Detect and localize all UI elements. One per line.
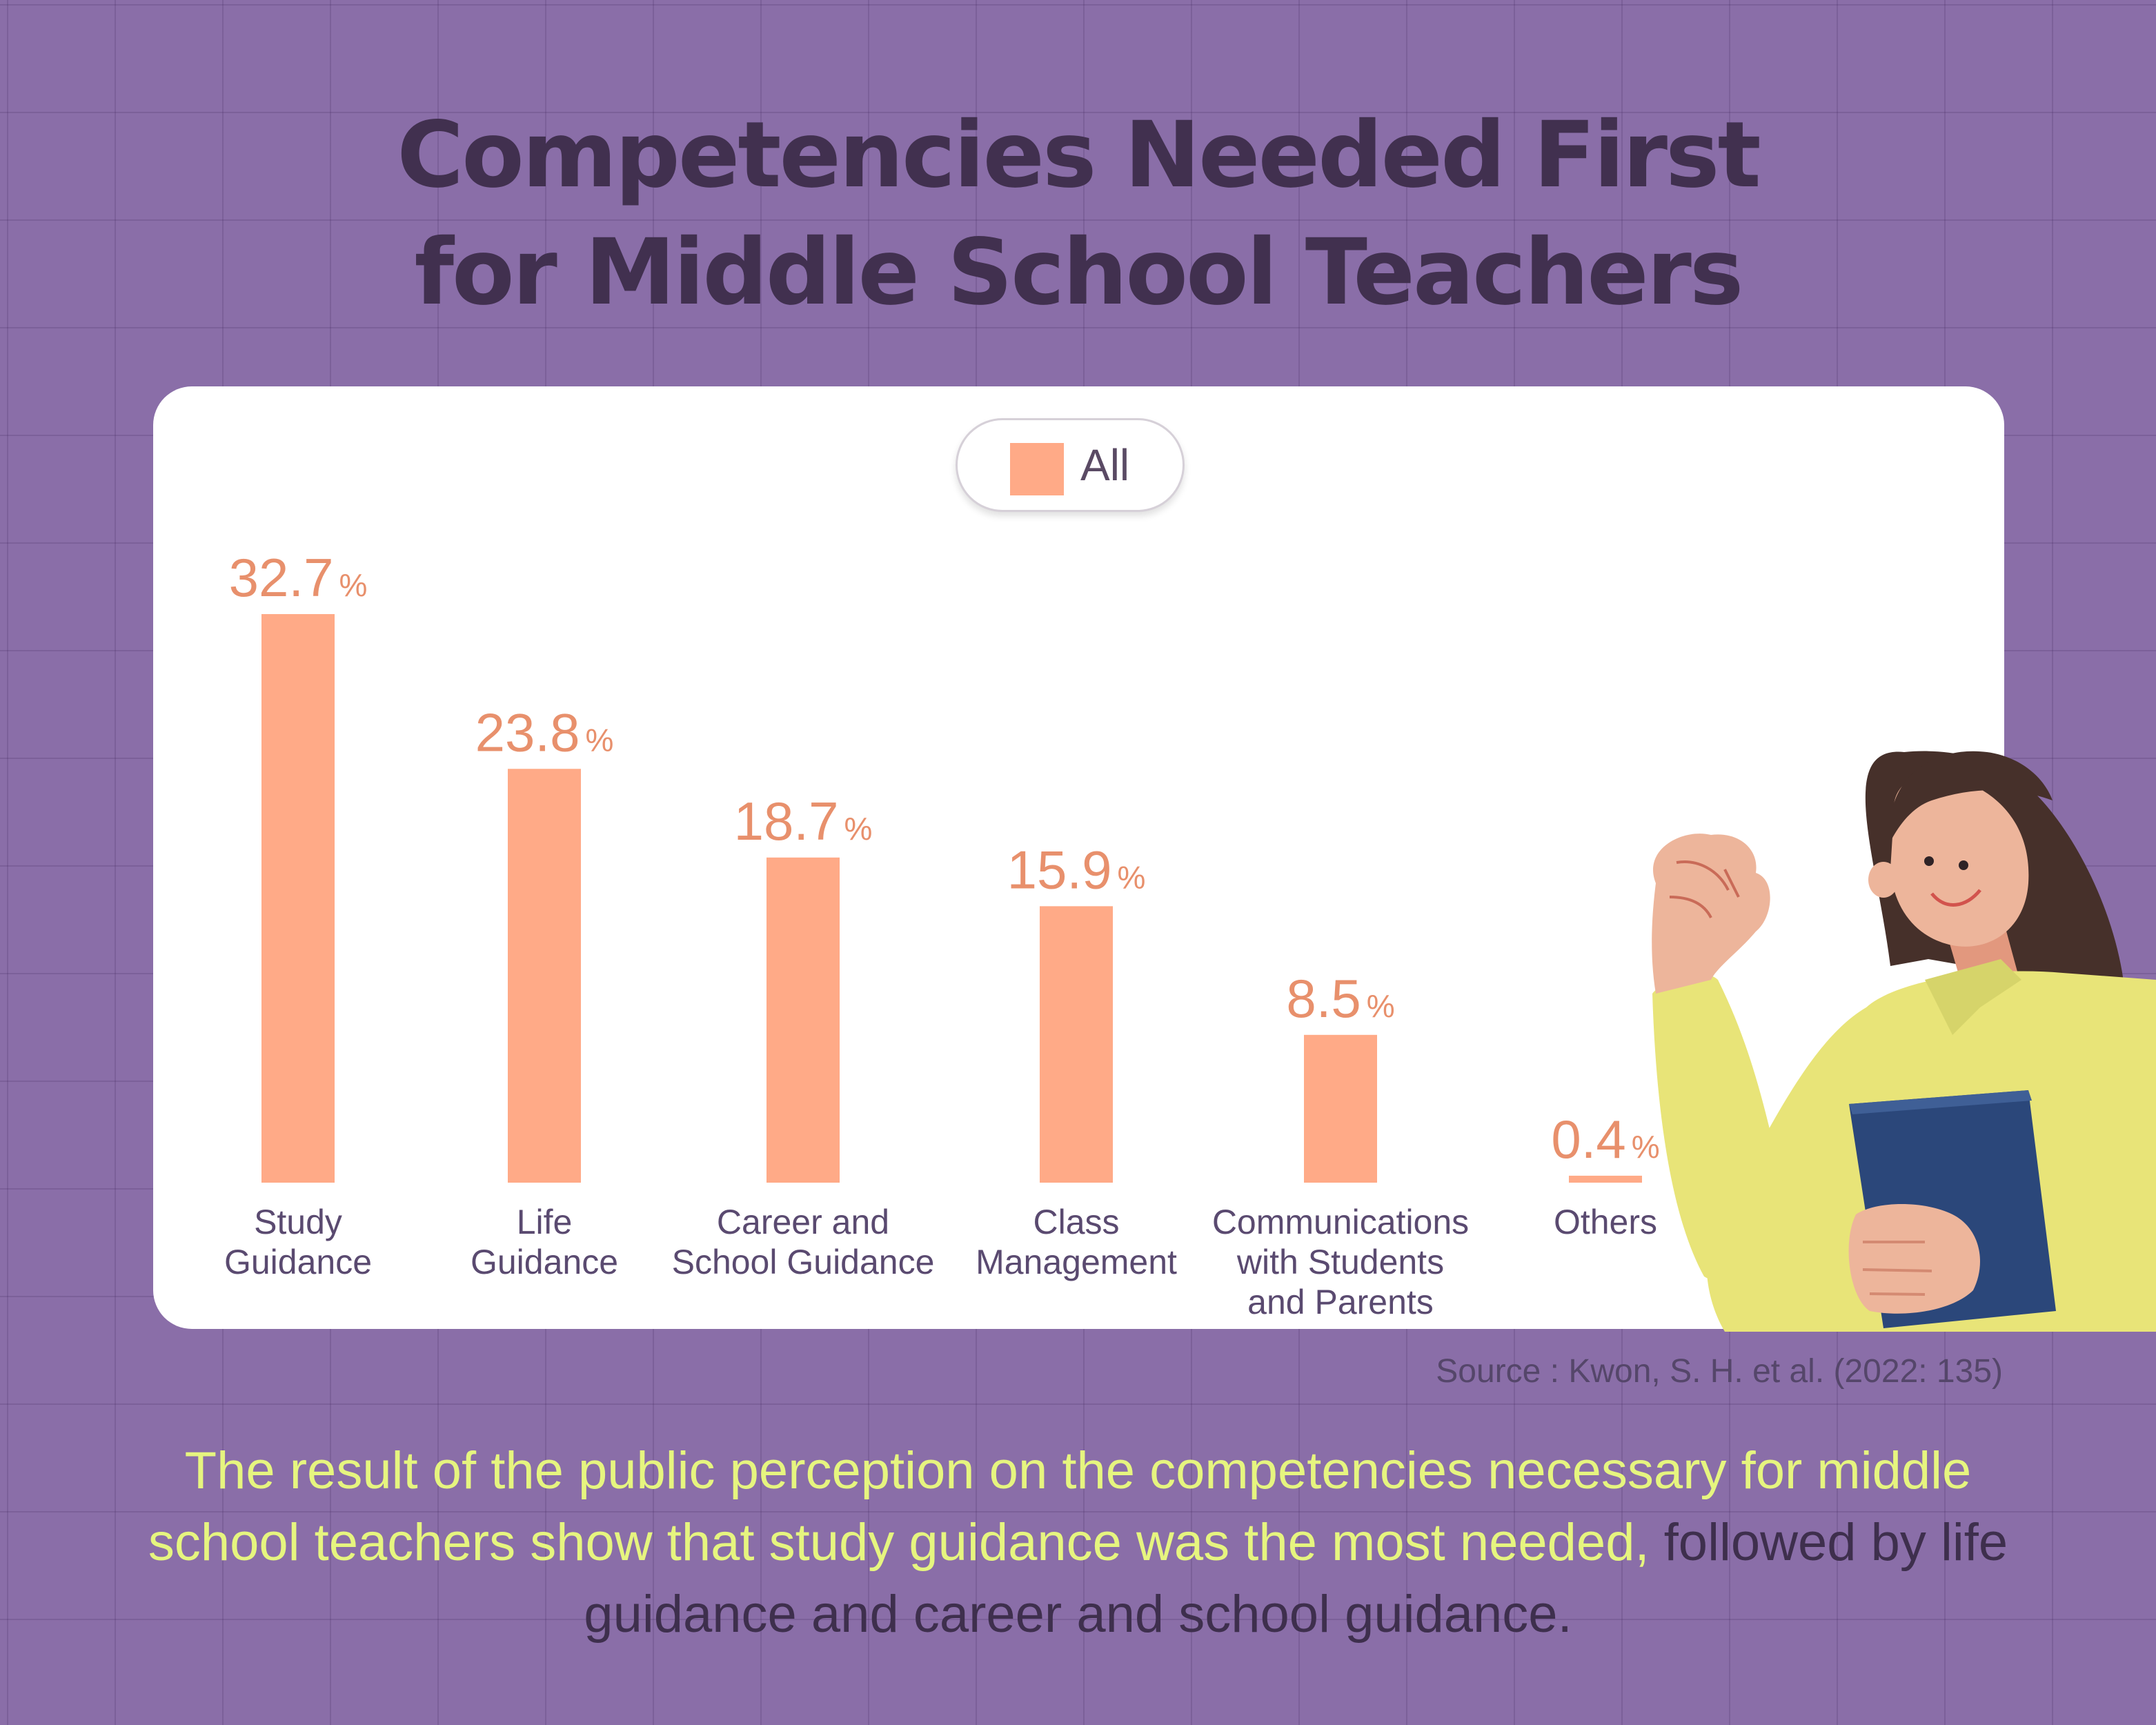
bar-2 — [767, 857, 840, 1183]
value-label-4: 8.5% — [1286, 968, 1394, 1029]
value-label-1: 23.8% — [475, 702, 614, 762]
bar-1 — [508, 769, 581, 1183]
value-label-0: 32.7% — [229, 547, 368, 608]
category-label-3-1: Management — [976, 1243, 1177, 1281]
category-label-3-0: Class — [1033, 1203, 1119, 1241]
bar-4 — [1304, 1034, 1377, 1183]
chart-title: Competencies Needed First for Middle Sch… — [0, 97, 2156, 331]
raised-fist — [1652, 834, 1770, 994]
title-line-2: for Middle School Teachers — [414, 219, 1744, 326]
raised-sleeve — [1652, 974, 1796, 1281]
category-label-0-1: Guidance — [224, 1243, 372, 1281]
holding-hand — [1848, 1204, 1980, 1314]
value-label-5: 0.4% — [1551, 1109, 1659, 1170]
source-note: Source : Kwon, S. H. et al. (2022: 135) — [1436, 1353, 2003, 1390]
category-label-0-0: Study — [254, 1203, 342, 1241]
value-label-3: 15.9% — [1007, 839, 1146, 900]
category-label-2-1: School Guidance — [672, 1243, 935, 1281]
title-line-1: Competencies Needed First — [397, 102, 1761, 208]
bar-0 — [261, 614, 335, 1183]
category-label-4-2: and Parents — [1247, 1283, 1434, 1321]
category-label-2-0: Career and — [717, 1203, 889, 1241]
bar-3 — [1040, 906, 1113, 1183]
description: The result of the public perception on t… — [103, 1435, 2053, 1650]
legend: All — [956, 418, 1185, 512]
category-label-1-1: Guidance — [471, 1243, 618, 1281]
category-label-5-0: Others — [1554, 1203, 1657, 1241]
category-label-1-0: Life — [517, 1203, 573, 1241]
category-label-4-1: with Students — [1236, 1243, 1444, 1281]
value-label-2: 18.7% — [734, 791, 873, 851]
description-rest: followed by life guidance and career and… — [584, 1513, 2008, 1644]
description-highlight: The result of the public perception on t… — [148, 1441, 1972, 1572]
legend-swatch — [1010, 443, 1064, 495]
face — [1890, 774, 2029, 947]
hair-front — [1890, 751, 2053, 842]
category-label-4-0: Communications — [1212, 1203, 1469, 1241]
legend-label: All — [1080, 440, 1130, 490]
bar-5 — [1569, 1175, 1642, 1183]
collar — [1925, 959, 2021, 1035]
